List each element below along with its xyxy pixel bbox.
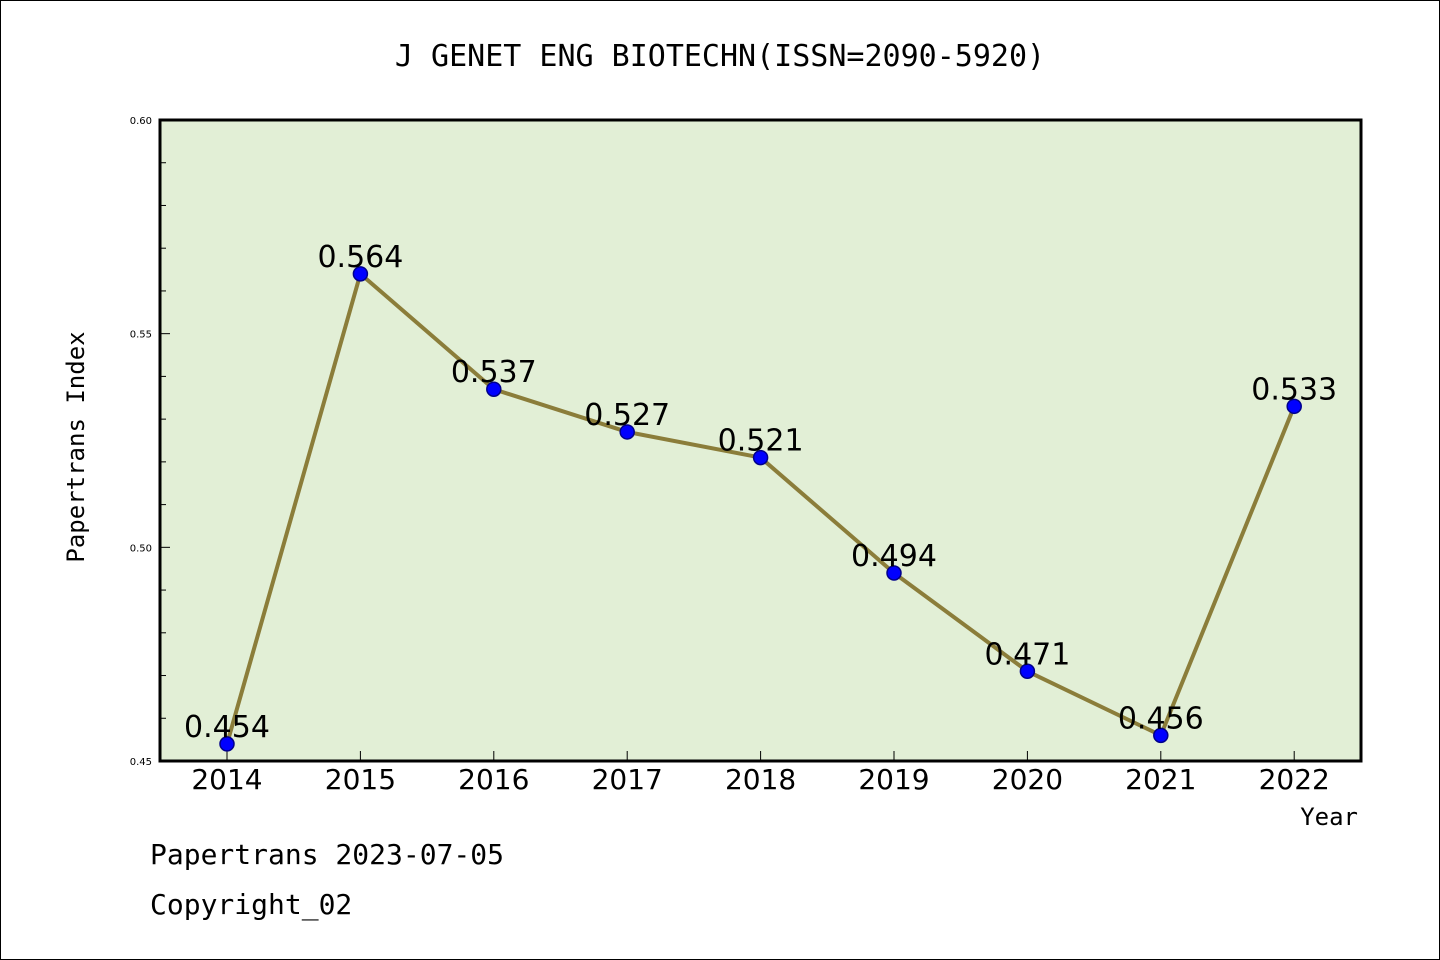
data-point bbox=[219, 736, 235, 752]
data-point bbox=[1153, 727, 1169, 744]
x-axis: 2014 2015 2016 2017 2018 2019 2020 2021 2022 bbox=[191, 751, 1330, 796]
y-tick-label: 0.55 bbox=[130, 330, 152, 341]
data-label: 0.533 bbox=[1251, 372, 1337, 407]
data-point bbox=[1019, 663, 1036, 680]
data-label: 0.521 bbox=[718, 424, 804, 459]
data-label: 0.564 bbox=[317, 240, 403, 275]
chart-title: J GENET ENG BIOTECHN(ISSN=2090-5920) bbox=[395, 39, 1045, 74]
series-layer: 0.454 0.564 0.537 0.527 0.521 0.494 0.471 0.456… bbox=[184, 240, 1337, 752]
x-tick-label: 2018 bbox=[725, 763, 796, 796]
data-label: 0.454 bbox=[184, 710, 270, 745]
x-tick-label: 2022 bbox=[1259, 763, 1330, 796]
x-tick-label: 2021 bbox=[1125, 763, 1196, 796]
y-tick-label: 0.60 bbox=[130, 116, 152, 127]
data-point bbox=[486, 381, 502, 397]
footer-date: Papertrans 2023-07-05 bbox=[150, 838, 504, 871]
data-point bbox=[752, 449, 769, 466]
data-point bbox=[1286, 398, 1302, 415]
x-axis-label: Year bbox=[1300, 803, 1358, 831]
data-label: 0.494 bbox=[851, 539, 937, 574]
x-tick-label: 2019 bbox=[858, 763, 929, 796]
y-axis: 0.45 0.50 0.55 0.60 bbox=[130, 116, 170, 768]
x-tick-label: 2015 bbox=[325, 763, 396, 796]
data-label: 0.471 bbox=[984, 637, 1070, 672]
data-label: 0.456 bbox=[1118, 701, 1204, 736]
y-tick-label: 0.50 bbox=[130, 543, 152, 554]
y-axis-label: Papertrans Index bbox=[62, 331, 90, 562]
x-tick-label: 2016 bbox=[458, 763, 529, 796]
plot-area bbox=[158, 118, 1363, 763]
footer-copyright: Copyright_02 bbox=[150, 888, 352, 922]
data-label: 0.527 bbox=[584, 398, 670, 433]
x-tick-label: 2020 bbox=[992, 763, 1063, 796]
x-tick-label: 2014 bbox=[191, 763, 262, 796]
y-tick-label: 0.45 bbox=[130, 757, 152, 768]
data-point bbox=[352, 266, 369, 282]
x-tick-label: 2017 bbox=[592, 763, 663, 796]
data-label: 0.537 bbox=[451, 355, 537, 390]
data-point bbox=[619, 424, 635, 440]
data-point bbox=[886, 565, 902, 581]
